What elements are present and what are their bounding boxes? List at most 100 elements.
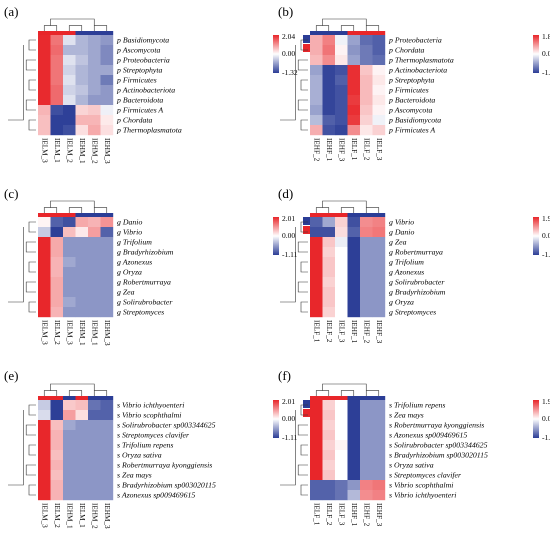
heatmap-cell bbox=[335, 45, 348, 56]
column-label: IELM_3 bbox=[40, 503, 48, 528]
heatmap-cell bbox=[360, 267, 373, 278]
group-bar-cell bbox=[372, 213, 386, 217]
row-dendrogram bbox=[8, 221, 36, 313]
row-label: s Solirubrobacter sp003344625 bbox=[389, 441, 488, 450]
heatmap-cell bbox=[38, 470, 51, 481]
column-label: IELM_2 bbox=[53, 320, 61, 345]
heatmap-cell bbox=[372, 480, 386, 491]
row-label: s Streptomyces clavifer bbox=[117, 431, 190, 440]
heatmap-cell bbox=[347, 490, 361, 501]
heatmap-cell bbox=[372, 105, 386, 116]
heatmap-cell bbox=[75, 450, 89, 461]
group-bar-cell bbox=[50, 31, 64, 35]
heatmap-cell bbox=[63, 440, 76, 451]
heatmap-cell bbox=[310, 430, 323, 441]
row-label: g Zea bbox=[117, 288, 135, 297]
row-label: s Azonexus sp009469615 bbox=[117, 491, 195, 500]
heatmap-cell bbox=[322, 440, 336, 451]
group-bar-cell bbox=[50, 396, 64, 400]
heatmap-cell bbox=[360, 400, 373, 411]
heatmap-cell bbox=[347, 217, 361, 228]
heatmap-cell bbox=[63, 95, 76, 106]
heatmap-cell bbox=[63, 267, 76, 278]
row-label: s Bradyrhizobium sp003020115 bbox=[389, 451, 488, 460]
heatmap-cell bbox=[75, 287, 89, 298]
heatmap-cell bbox=[63, 237, 76, 248]
heatmap-cell bbox=[372, 440, 386, 451]
column-dendrogram bbox=[43, 383, 108, 396]
heatmap-cell bbox=[50, 420, 64, 431]
heatmap-cell bbox=[75, 297, 89, 308]
heatmap-cell bbox=[372, 85, 386, 96]
row-label: g Robertmurraya bbox=[117, 278, 171, 287]
column-label: IEHF_2 bbox=[312, 138, 320, 162]
heatmap-cell bbox=[347, 105, 361, 116]
heatmap-cell bbox=[335, 75, 348, 86]
heatmap-cell bbox=[50, 45, 64, 56]
group-bar-cell bbox=[88, 31, 101, 35]
column-label: IELF_2 bbox=[325, 320, 333, 343]
row-label: p Actinobacteriota bbox=[116, 86, 175, 95]
heatmap-cell bbox=[347, 440, 361, 451]
heatmap-cell bbox=[50, 237, 64, 248]
group-bar-cell bbox=[347, 396, 361, 400]
heatmap-cell bbox=[335, 420, 348, 431]
heatmap-cell bbox=[335, 55, 348, 66]
heatmap-cell bbox=[335, 287, 348, 298]
heatmap-cell bbox=[360, 45, 373, 56]
heatmap-cell bbox=[347, 400, 361, 411]
panel-label: (e) bbox=[4, 368, 18, 383]
heatmap-cell bbox=[372, 125, 386, 136]
heatmap-cell bbox=[347, 75, 361, 86]
heatmap-cell bbox=[372, 217, 386, 228]
heatmap-cell bbox=[335, 35, 348, 46]
heatmap-cell bbox=[335, 450, 348, 461]
heatmap-cell bbox=[347, 297, 361, 308]
color-scale-mid: 0.00 bbox=[282, 414, 295, 423]
row-label: g Danio bbox=[389, 228, 414, 237]
color-scale-max: 1.88 bbox=[542, 32, 550, 41]
heatmap-cell bbox=[322, 480, 336, 491]
heatmap-cell bbox=[50, 115, 64, 126]
heatmap-cell bbox=[63, 125, 76, 136]
heatmap-cell bbox=[63, 65, 76, 76]
heatmap-cell bbox=[335, 480, 348, 491]
heatmap-cell bbox=[372, 55, 386, 66]
heatmap-cell bbox=[38, 410, 51, 421]
heatmap-cell bbox=[360, 297, 373, 308]
heatmap-cell bbox=[63, 490, 76, 501]
heatmap-cell bbox=[310, 257, 323, 268]
heatmap-cell bbox=[50, 65, 64, 76]
group-bar-cell bbox=[38, 31, 51, 35]
heatmap-cell bbox=[360, 35, 373, 46]
group-bar-cell bbox=[335, 213, 348, 217]
heatmap-cell bbox=[360, 480, 373, 491]
heatmap-cell bbox=[372, 227, 386, 238]
heatmap-cell bbox=[63, 430, 76, 441]
heatmap-cell bbox=[88, 65, 101, 76]
row-label: p Chordata bbox=[116, 116, 153, 125]
heatmap-cell bbox=[75, 440, 89, 451]
heatmap-cell bbox=[50, 85, 64, 96]
heatmap-cell bbox=[63, 257, 76, 268]
group-bar-cell bbox=[50, 213, 64, 217]
heatmap-cell bbox=[63, 85, 76, 96]
heatmap-cell bbox=[75, 460, 89, 471]
panel-label: (d) bbox=[278, 186, 293, 201]
column-label: IELM_3 bbox=[40, 138, 48, 163]
color-scale-bar bbox=[533, 217, 539, 255]
heatmap-cell bbox=[38, 287, 51, 298]
heatmap-cell bbox=[310, 297, 323, 308]
heatmap-cell bbox=[50, 55, 64, 66]
row-label: s Oryza sativa bbox=[117, 451, 162, 460]
heatmap-cell bbox=[88, 430, 101, 441]
heatmap-cell bbox=[38, 45, 51, 56]
group-bar-cell bbox=[372, 396, 386, 400]
heatmap-cell bbox=[100, 450, 114, 461]
heatmap-cell bbox=[360, 85, 373, 96]
heatmap-cell bbox=[75, 410, 89, 421]
group-bar-cell bbox=[88, 396, 101, 400]
heatmap-cell bbox=[347, 470, 361, 481]
color-scale-min: -1.46 bbox=[542, 68, 550, 77]
